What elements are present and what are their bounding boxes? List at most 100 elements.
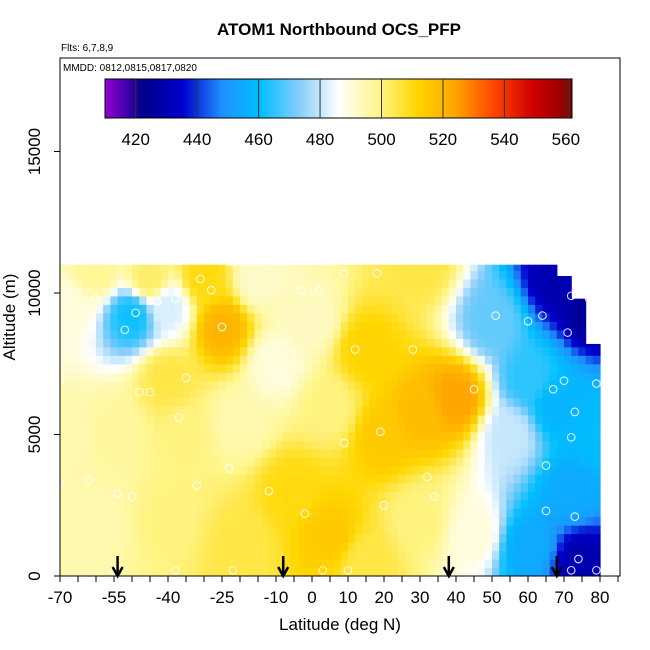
heatmap-cell — [470, 448, 479, 458]
heatmap-cell — [564, 533, 572, 543]
heatmap-cell — [96, 363, 104, 373]
sample-point — [566, 291, 576, 301]
heatmap-cell — [160, 278, 169, 288]
heatmap-cell — [362, 423, 371, 433]
heatmap-cell — [160, 287, 169, 297]
heatmap-cell — [110, 508, 119, 518]
heatmap-cell — [556, 533, 565, 543]
heatmap-cell — [74, 508, 83, 518]
heatmap-cell — [268, 533, 277, 543]
heatmap-cell — [348, 397, 356, 407]
heatmap-cell — [110, 380, 119, 390]
heatmap-cell — [189, 397, 198, 407]
heatmap-cell — [160, 321, 169, 331]
heatmap-cell — [499, 406, 507, 416]
heatmap-cell — [196, 372, 205, 382]
heatmap-cell — [420, 278, 428, 288]
heatmap-cell — [549, 278, 558, 288]
x-tick-label: 60 — [519, 588, 538, 607]
y-axis-label: Altitude (m) — [0, 274, 19, 361]
heatmap-cell — [74, 355, 83, 365]
heatmap-cell — [60, 397, 68, 407]
heatmap-cell — [211, 389, 219, 399]
heatmap-cell — [218, 414, 227, 424]
heatmap-cell — [204, 397, 212, 407]
heatmap-cell — [592, 491, 601, 501]
heatmap-cell — [556, 346, 565, 356]
heatmap-cell — [326, 406, 335, 416]
heatmap-cell — [348, 338, 356, 348]
heatmap-cell — [448, 482, 457, 492]
heatmap-cell — [528, 346, 536, 356]
heatmap-cell — [153, 499, 162, 509]
heatmap-cell — [67, 516, 75, 526]
heatmap-cell — [441, 338, 450, 348]
heatmap-cell — [420, 525, 428, 535]
heatmap-cell — [463, 287, 471, 297]
heatmap-cell — [304, 499, 313, 509]
heatmap-cell — [168, 363, 176, 373]
heatmap-cell — [499, 287, 507, 297]
heatmap-cell — [556, 295, 565, 305]
heatmap-cell — [520, 346, 529, 356]
heatmap-cell — [189, 355, 198, 365]
heatmap-cell — [513, 448, 522, 458]
heatmap-cell — [362, 295, 371, 305]
heatmap-cell — [412, 550, 421, 560]
flight-arrow — [442, 556, 455, 579]
heatmap-cell — [160, 304, 169, 314]
heatmap-cell — [578, 567, 587, 576]
heatmap-cell — [268, 542, 277, 552]
heatmap-cell — [369, 491, 378, 501]
heatmap-cell — [312, 474, 320, 484]
heatmap-cell — [240, 363, 248, 373]
heatmap-cell — [139, 457, 147, 467]
heatmap-cell — [463, 423, 471, 433]
heatmap-cell — [506, 264, 515, 271]
heatmap-cell — [276, 346, 284, 356]
heatmap-cell — [247, 312, 255, 322]
heatmap-cell — [528, 448, 536, 458]
heatmap-cell — [492, 329, 500, 339]
heatmap-cell — [513, 525, 522, 535]
heatmap-cell — [564, 397, 572, 407]
heatmap-cell — [304, 270, 313, 280]
heatmap-cell — [132, 550, 140, 560]
heatmap-cell — [247, 457, 255, 467]
heatmap-cell — [88, 329, 97, 339]
heatmap-cell — [513, 542, 522, 552]
heatmap-cell — [290, 414, 299, 424]
heatmap-cell — [585, 550, 594, 560]
heatmap-cell — [535, 329, 543, 339]
heatmap-cell — [326, 295, 335, 305]
heatmap-cell — [175, 559, 183, 569]
heatmap-cell — [484, 567, 493, 576]
heatmap-cell — [160, 397, 169, 407]
heatmap-cell — [124, 448, 133, 458]
heatmap-cell — [542, 406, 551, 416]
heatmap-cell — [470, 372, 479, 382]
heatmap-cell — [542, 380, 551, 390]
heatmap-cell — [124, 346, 133, 356]
heatmap-cell — [182, 499, 191, 509]
heatmap-cell — [297, 533, 306, 543]
heatmap-cell — [520, 397, 529, 407]
heatmap-cell — [592, 346, 601, 356]
heatmap-cell — [88, 559, 97, 569]
heatmap-cell — [175, 440, 183, 450]
heatmap-cell — [196, 329, 205, 339]
heatmap-cell — [88, 397, 97, 407]
heatmap-cell — [376, 491, 385, 501]
heatmap-cell — [218, 304, 227, 314]
heatmap-cell — [297, 423, 306, 433]
heatmap-cell — [398, 380, 407, 390]
heatmap-cell — [225, 559, 234, 569]
heatmap-cell — [384, 397, 392, 407]
heatmap-cell — [304, 389, 313, 399]
heatmap-cell — [441, 423, 450, 433]
heatmap-cell — [499, 397, 507, 407]
heatmap-cell — [124, 278, 133, 288]
heatmap-cell — [405, 491, 414, 501]
heatmap-cell — [232, 278, 241, 288]
heatmap-cell — [427, 355, 435, 365]
